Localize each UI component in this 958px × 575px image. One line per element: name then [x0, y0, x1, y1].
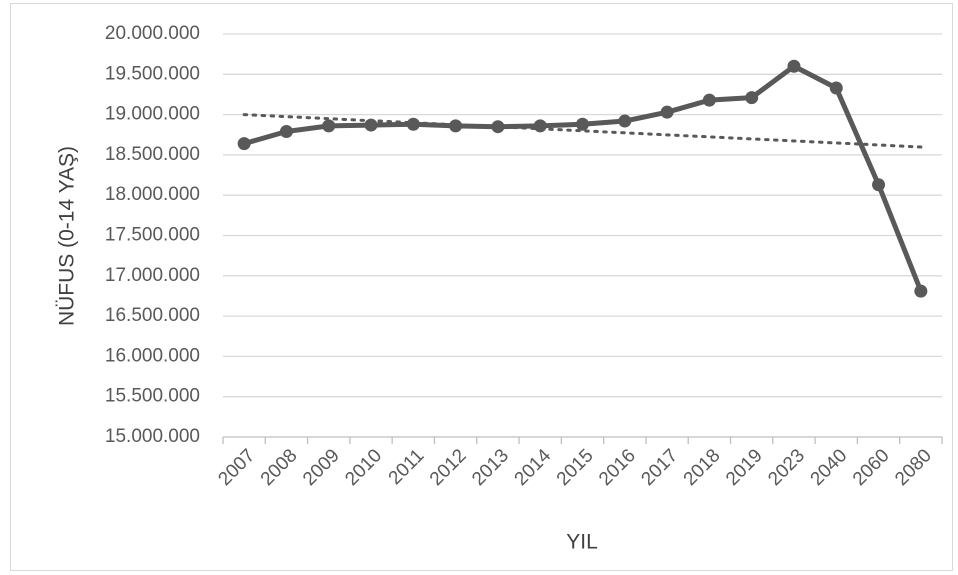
x-tick-label: 2014 — [511, 445, 556, 490]
x-tick-label: 2016 — [595, 445, 640, 490]
data-point-2010 — [364, 118, 378, 132]
y-tick-label: 17.500.000 — [105, 225, 200, 246]
x-tick-label: 2080 — [891, 445, 936, 490]
data-point-2060 — [872, 178, 886, 192]
data-point-2023 — [787, 59, 801, 73]
x-tick-label: 2007 — [214, 445, 259, 490]
data-point-2015 — [576, 117, 589, 131]
y-tick-label: 18.000.000 — [105, 184, 200, 205]
data-point-2007 — [237, 137, 251, 151]
x-tick-label: 2015 — [553, 445, 598, 490]
data-point-2014 — [533, 119, 547, 133]
data-point-2017 — [660, 105, 674, 119]
y-tick-label: 17.000.000 — [105, 265, 200, 286]
series-line — [241, 63, 924, 294]
data-point-2008 — [279, 125, 293, 139]
y-tick-label: 15.000.000 — [105, 426, 200, 447]
y-tick-label: 16.500.000 — [105, 305, 200, 326]
data-point-2016 — [618, 114, 632, 128]
x-tick-label: 2008 — [257, 445, 302, 490]
x-axis-title: YIL — [566, 531, 598, 554]
data-point-2018 — [702, 93, 716, 107]
x-tick-labels: 2007200820092010201120122013201420152016… — [214, 437, 943, 490]
x-tick-label: 2060 — [849, 445, 894, 490]
data-point-2040 — [829, 81, 843, 95]
y-tick-label: 19.500.000 — [105, 63, 200, 84]
x-tick-label: 2040 — [807, 445, 852, 490]
data-point-2011 — [406, 117, 420, 131]
data-point-2013 — [491, 120, 505, 134]
y-tick-label: 15.500.000 — [105, 386, 200, 407]
data-point-2080 — [914, 284, 928, 298]
data-point-2012 — [449, 119, 463, 133]
data-point-2019 — [745, 91, 759, 105]
x-tick-label: 2013 — [468, 445, 513, 490]
x-tick-label: 2010 — [341, 445, 386, 490]
x-tick-label: 2012 — [426, 445, 471, 490]
x-tick-label: 2009 — [299, 445, 344, 490]
x-tick-label: 2023 — [764, 445, 809, 490]
y-tick-label: 16.000.000 — [105, 345, 200, 366]
x-tick-label: 2018 — [680, 445, 725, 490]
data-point-2009 — [322, 119, 336, 133]
x-tick-label: 2011 — [385, 445, 429, 489]
y-tick-label: 19.000.000 — [105, 104, 200, 125]
x-tick-label: 2017 — [637, 445, 682, 490]
y-tick-label: 20.000.000 — [105, 23, 200, 44]
y-tick-label: 18.500.000 — [105, 144, 200, 165]
chart-frame — [10, 3, 953, 571]
gridlines — [223, 33, 942, 438]
y-tick-labels: 15.000.000 15.500.000 16.000.000 16.500.000… — [105, 23, 200, 447]
x-tick-label: 2019 — [722, 445, 767, 490]
series — [237, 59, 928, 298]
y-axis-title: NÜFUS (0-14 YAŞ) — [56, 146, 79, 326]
